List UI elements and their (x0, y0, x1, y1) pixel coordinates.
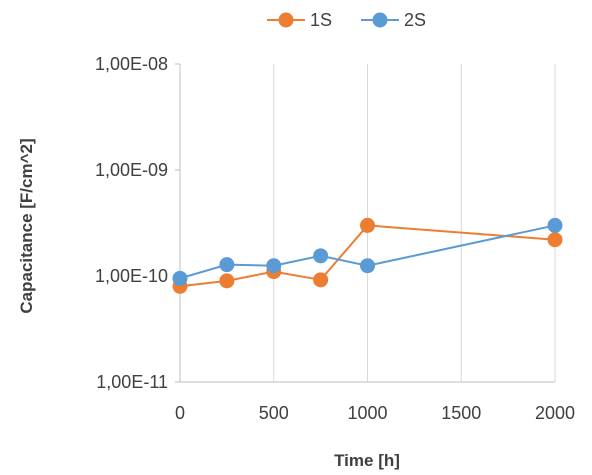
series-group (172, 217, 563, 294)
data-point (219, 257, 235, 273)
legend-marker (278, 12, 294, 28)
y-tick-label: 1,00E-08 (95, 54, 168, 74)
legend: 1S 2S (267, 10, 426, 30)
data-point (547, 232, 563, 248)
data-point (547, 217, 563, 233)
data-point (266, 258, 282, 274)
legend-item-2S: 2S (361, 10, 426, 30)
data-point (360, 258, 375, 274)
x-tick-label: 500 (259, 403, 289, 423)
y-tick-labels: 1,00E-11 1,00E-10 1,00E-09 1,00E-08 (95, 54, 168, 392)
x-tick-label: 1500 (441, 403, 481, 423)
data-point (172, 270, 188, 286)
y-axis-title: Capacitance [F/cm^2] (17, 138, 36, 313)
y-tick-label: 1,00E-10 (95, 266, 168, 286)
x-tick-label: 2000 (535, 403, 575, 423)
legend-label: 1S (310, 10, 332, 30)
data-point (313, 272, 329, 288)
data-point (360, 217, 375, 233)
x-tick-label: 0 (175, 403, 185, 423)
series-line (179, 224, 556, 288)
y-tick-label: 1,00E-11 (96, 372, 168, 392)
x-tick-labels: 0 500 1000 1500 2000 (175, 403, 575, 423)
x-tick-label: 1000 (347, 403, 387, 423)
series-line (179, 224, 556, 280)
legend-item-1S: 1S (267, 10, 332, 30)
series-2S (172, 217, 563, 286)
data-point (313, 248, 329, 264)
data-point (219, 273, 235, 289)
x-axis-title: Time [h] (334, 451, 400, 470)
gridlines (273, 64, 556, 382)
y-tick-label: 1,00E-09 (95, 160, 168, 180)
legend-marker (372, 12, 388, 28)
legend-label: 2S (404, 10, 426, 30)
